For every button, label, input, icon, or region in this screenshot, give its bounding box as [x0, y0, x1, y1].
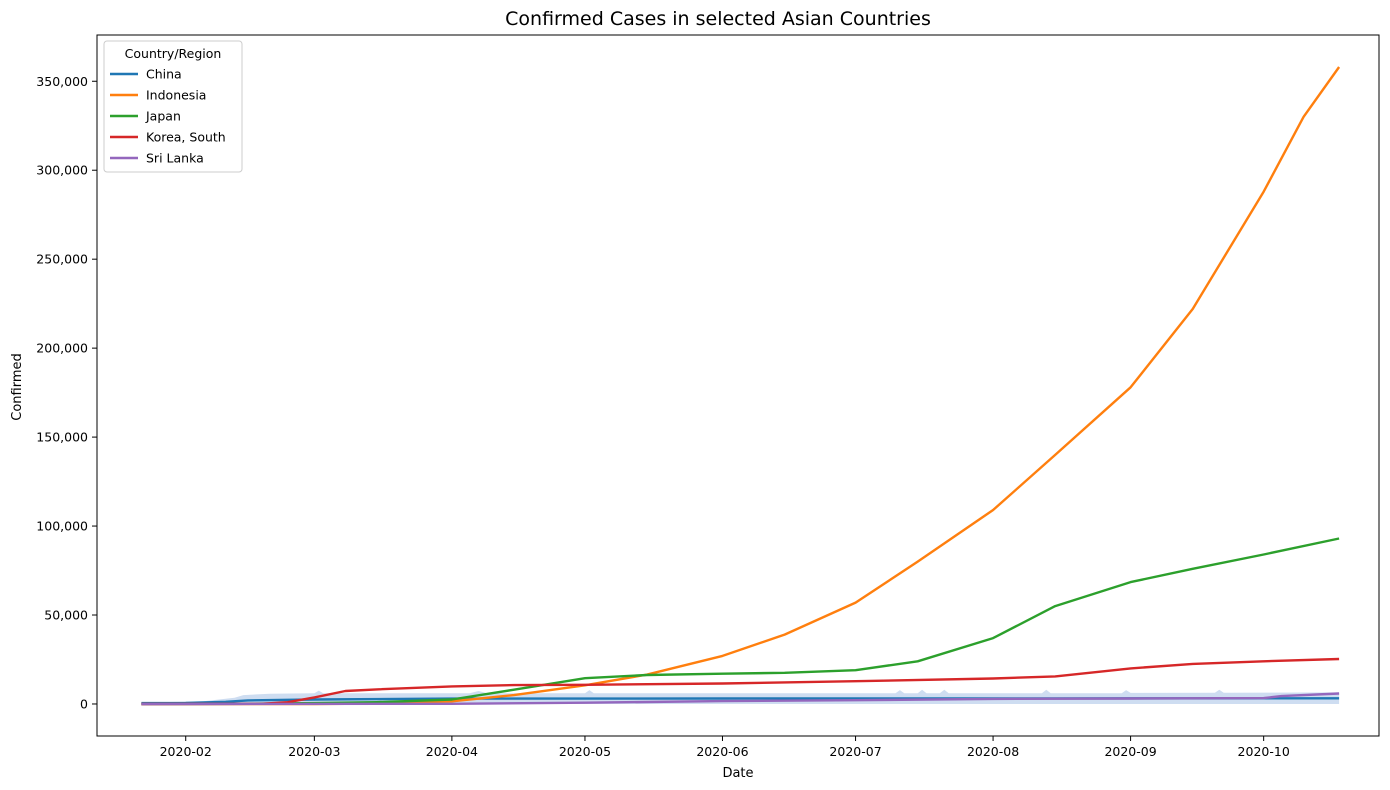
x-tick-label: 2020-05 [559, 744, 611, 759]
y-tick-label: 350,000 [36, 74, 88, 89]
plot-area [96, 34, 1380, 737]
x-axis-label: Date [722, 766, 753, 781]
y-tick-label: 100,000 [36, 519, 88, 534]
y-axis-label: Confirmed [10, 353, 25, 421]
legend-entry: Sri Lanka [146, 151, 204, 166]
y-tick-label: 300,000 [36, 163, 88, 178]
x-tick-label: 2020-06 [696, 744, 748, 759]
x-tick-label: 2020-08 [967, 744, 1019, 759]
legend-entry: Korea, South [146, 130, 226, 145]
series-line-indonesia [141, 66, 1341, 706]
legend-box [103, 40, 243, 173]
series-line-korea-south [141, 657, 1340, 706]
y-tick-label: 150,000 [36, 430, 88, 445]
legend: Country/Region China Indonesia Japan Korea, … [103, 40, 243, 173]
series-line-japan [141, 537, 1340, 706]
x-tick-label: 2020-02 [160, 744, 212, 759]
y-axis: 0 50,000 100,000 150,000 200,000 250,000 300,0… [36, 74, 97, 711]
y-tick-label: 0 [80, 696, 88, 711]
chart-title: Confirmed Cases in selected Asian Countr… [505, 8, 931, 30]
plot-frame [96, 34, 1380, 737]
y-tick-label: 200,000 [36, 341, 88, 356]
x-tick-label: 2020-09 [1104, 744, 1156, 759]
legend-entry: China [146, 67, 182, 82]
y-tick-label: 250,000 [36, 252, 88, 267]
x-axis: 2020-02 2020-03 2020-04 2020-05 2020-06 2020-… [160, 736, 1290, 759]
legend-entry: Indonesia [146, 88, 206, 103]
x-tick-label: 2020-04 [426, 744, 478, 759]
x-tick-label: 2020-10 [1238, 744, 1290, 759]
x-tick-label: 2020-07 [829, 744, 881, 759]
y-tick-label: 50,000 [44, 608, 88, 623]
legend-title: Country/Region [125, 46, 222, 61]
legend-entry: Japan [145, 109, 181, 124]
series-line-sri-lanka [141, 692, 1340, 706]
x-tick-label: 2020-03 [288, 744, 340, 759]
